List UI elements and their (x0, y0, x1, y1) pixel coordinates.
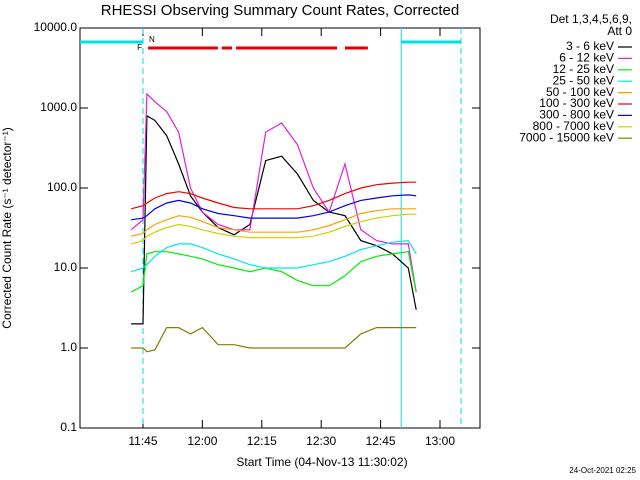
y-tick-label: 10000.0 (34, 20, 78, 34)
series-line (130, 213, 417, 245)
legend-label: 300 - 800 keV (539, 108, 614, 122)
legend-label: 6 - 12 keV (559, 51, 614, 65)
legend-title: Det 1,3,4,5,6,9, (550, 12, 632, 26)
series-line (130, 208, 417, 237)
chart-title: RHESSI Observing Summary Count Rates, Co… (101, 2, 459, 19)
series-line (130, 181, 417, 210)
plot-frame (79, 27, 481, 429)
x-tick-label: 12:30 (306, 434, 336, 448)
series-line (131, 326, 417, 353)
flare-label: F (137, 43, 142, 52)
series-line (130, 239, 417, 273)
x-axis-label: Start Time (04-Nov-13 11:30:02) (236, 455, 407, 469)
x-tick-label: 12:15 (247, 434, 277, 448)
y-tick-label: 100.0 (47, 180, 77, 194)
legend-label: 7000 - 15000 keV (519, 130, 614, 144)
x-tick-label: 13:00 (425, 434, 455, 448)
legend-label: 25 - 50 keV (553, 73, 614, 87)
night-label: N (149, 35, 155, 44)
x-tick-label: 11:45 (128, 434, 157, 448)
y-axis-label: Corrected Count Rate (s⁻¹ detector⁻¹) (0, 127, 14, 328)
legend-label: 800 - 7000 keV (533, 119, 614, 133)
series-line (130, 92, 417, 293)
y-tick-label: 0.1 (60, 420, 77, 434)
y-tick-label: 10.0 (54, 260, 78, 274)
series-line (131, 114, 417, 325)
legend-label: 12 - 25 keV (553, 62, 614, 76)
series-line (131, 194, 417, 221)
legend-label: 50 - 100 keV (546, 85, 614, 99)
legend-label: 100 - 300 keV (539, 96, 614, 110)
legend-title: Att 0 (607, 24, 632, 38)
footer: 24-Oct-2021 02:25 (569, 466, 636, 475)
x-tick-label: 12:00 (187, 434, 217, 448)
y-tick-label: 1.0 (60, 340, 77, 354)
legend-label: 3 - 6 keV (566, 39, 614, 53)
x-tick-label: 12:45 (366, 434, 396, 448)
series-line (130, 251, 417, 293)
y-tick-label: 1000.0 (40, 100, 77, 114)
